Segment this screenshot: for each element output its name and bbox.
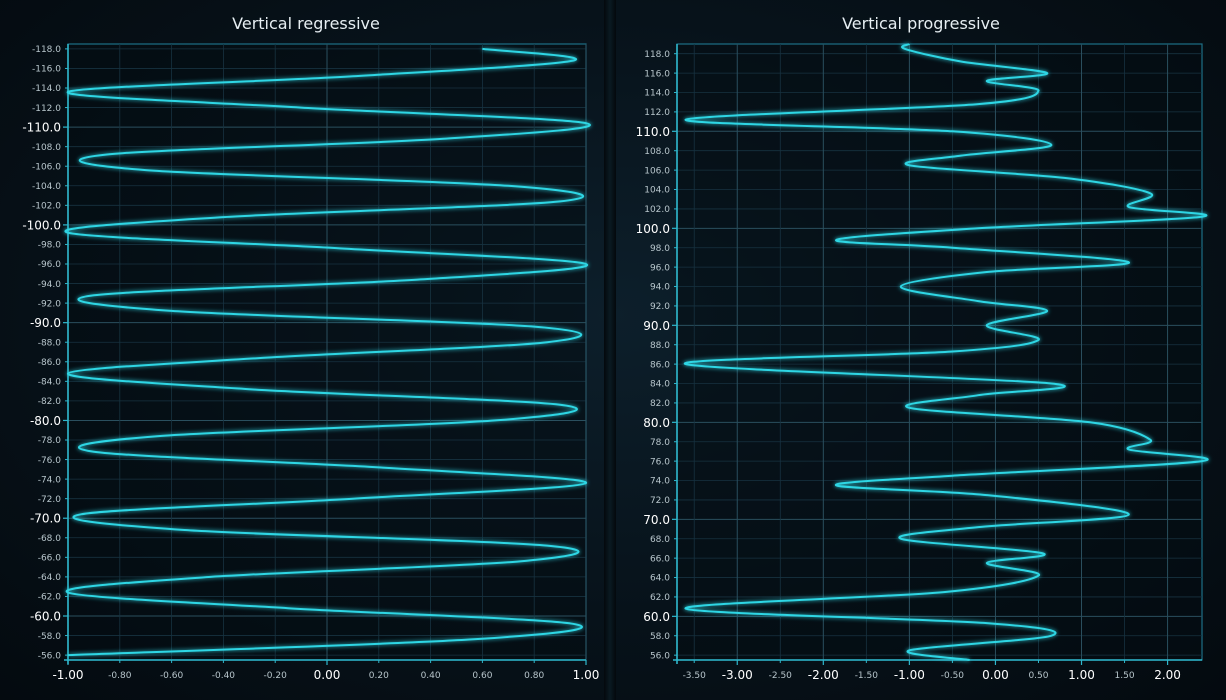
x-tick-label-minor: -0.20 [264, 671, 288, 681]
x-tick-label-minor: 0.20 [369, 671, 389, 681]
y-tick-label-minor: 74.0 [650, 477, 670, 487]
x-tick-label-minor: 0.80 [524, 671, 544, 681]
y-tick-label-minor: -112.0 [32, 104, 61, 114]
y-tick-label-major: -80.0 [30, 414, 61, 428]
y-tick-label-minor: 98.0 [650, 244, 670, 254]
y-tick-label-minor: 72.0 [650, 496, 670, 506]
y-tick-label-minor: 96.0 [650, 263, 670, 273]
x-tick-label-major: 0.00 [982, 668, 1009, 682]
y-tick-label-minor: 58.0 [650, 632, 670, 642]
y-tick-label-minor: 104.0 [644, 186, 670, 196]
y-tick-label-minor: -106.0 [32, 162, 61, 172]
y-tick-label-minor: -72.0 [38, 495, 62, 505]
x-tick-label-minor: 0.60 [472, 671, 492, 681]
chart-title: Vertical regressive [232, 14, 380, 33]
x-tick-label-minor: 1.50 [1115, 671, 1135, 681]
x-tick-label-major: 1.00 [573, 668, 600, 682]
y-tick-label-minor: -62.0 [38, 593, 62, 603]
y-tick-label-minor: -82.0 [38, 397, 62, 407]
x-tick-label-minor: -0.80 [108, 671, 132, 681]
y-tick-label-minor: 114.0 [644, 89, 670, 99]
x-tick-label-major: -3.00 [722, 668, 753, 682]
y-tick-label-minor: -68.0 [38, 534, 62, 544]
y-tick-label-minor: 64.0 [650, 574, 670, 584]
y-tick-label-minor: -104.0 [32, 182, 61, 192]
y-tick-label-major: -70.0 [30, 512, 61, 526]
y-tick-label-minor: -96.0 [38, 260, 62, 270]
y-tick-label-minor: -116.0 [32, 65, 61, 75]
chart-vertical-progressive: Vertical progressive 60.0 70.0 80.0 90.0 100… [616, 0, 1226, 700]
y-tick-label-minor: 86.0 [650, 360, 670, 370]
y-tick-label-minor: 118.0 [644, 50, 670, 60]
x-tick-label-minor: -2.50 [769, 671, 793, 681]
x-tick-label-major: 2.00 [1154, 668, 1181, 682]
y-tick-label-minor: -76.0 [38, 456, 62, 466]
y-tick-label-minor: -114.0 [32, 84, 61, 94]
x-tick-label-major: -1.00 [52, 668, 83, 682]
y-tick-label-major: 90.0 [643, 319, 670, 333]
y-tick-label-major: 70.0 [643, 513, 670, 527]
y-tick-label-minor: -66.0 [38, 554, 62, 564]
y-tick-label-minor: -56.0 [38, 651, 62, 661]
y-tick-label-major: -110.0 [22, 121, 61, 135]
y-tick-label-minor: -64.0 [38, 573, 62, 583]
chart-title: Vertical progressive [842, 14, 1000, 33]
y-tick-label-minor: 102.0 [644, 205, 670, 215]
x-tick-label-minor: -0.40 [212, 671, 236, 681]
y-tick-label-minor: 88.0 [650, 341, 670, 351]
y-tick-label-major: 80.0 [643, 416, 670, 430]
y-tick-label-minor: -58.0 [38, 632, 62, 642]
y-tick-label-major: -90.0 [30, 316, 61, 330]
y-tick-label-minor: -88.0 [38, 338, 62, 348]
y-tick-label-minor: -84.0 [38, 378, 62, 388]
x-tick-label-minor: -0.60 [160, 671, 184, 681]
y-tick-label-minor: -94.0 [38, 280, 62, 290]
y-tick-label-major: 100.0 [636, 222, 670, 236]
y-tick-label-minor: 94.0 [650, 283, 670, 293]
y-tick-label-minor: -78.0 [38, 436, 62, 446]
chart-vertical-regressive: Vertical regressive -60.0 -70.0 -80.0 -90.0… [0, 0, 604, 700]
y-tick-label-minor: -118.0 [32, 45, 61, 55]
y-tick-label-minor: 92.0 [650, 302, 670, 312]
x-tick-label-minor: -1.50 [855, 671, 879, 681]
y-tick-label-minor: -74.0 [38, 475, 62, 485]
y-tick-label-minor: 78.0 [650, 438, 670, 448]
y-tick-label-minor: 62.0 [650, 593, 670, 603]
x-tick-label-major: 1.00 [1068, 668, 1095, 682]
y-tick-label-minor: 66.0 [650, 554, 670, 564]
y-tick-label-minor: 84.0 [650, 380, 670, 390]
y-tick-label-major: -60.0 [30, 610, 61, 624]
y-tick-label-minor: -92.0 [38, 299, 62, 309]
y-tick-label-minor: 106.0 [644, 166, 670, 176]
x-tick-label-minor: 0.50 [1028, 671, 1048, 681]
y-tick-label-minor: 108.0 [644, 147, 670, 157]
y-tick-label-major: 110.0 [636, 125, 670, 139]
x-tick-label-minor: 0.40 [421, 671, 441, 681]
y-tick-label-minor: -102.0 [32, 202, 61, 212]
y-tick-label-minor: 76.0 [650, 457, 670, 467]
y-tick-label-minor: -86.0 [38, 358, 62, 368]
x-tick-label-major: -1.00 [894, 668, 925, 682]
y-tick-label-major: 60.0 [643, 610, 670, 624]
x-tick-label-major: 0.00 [314, 668, 341, 682]
y-tick-label-minor: 112.0 [644, 108, 670, 118]
y-tick-label-minor: 56.0 [650, 651, 670, 661]
y-tick-label-minor: 68.0 [650, 535, 670, 545]
x-tick-label-minor: -3.50 [683, 671, 707, 681]
y-tick-label-major: -100.0 [22, 218, 61, 232]
panel-divider [604, 0, 616, 700]
x-tick-label-minor: -0.50 [941, 671, 965, 681]
y-tick-label-minor: 116.0 [644, 69, 670, 79]
y-tick-label-minor: -108.0 [32, 143, 61, 153]
x-tick-label-major: -2.00 [808, 668, 839, 682]
y-tick-label-minor: -98.0 [38, 241, 62, 251]
y-tick-label-minor: 82.0 [650, 399, 670, 409]
